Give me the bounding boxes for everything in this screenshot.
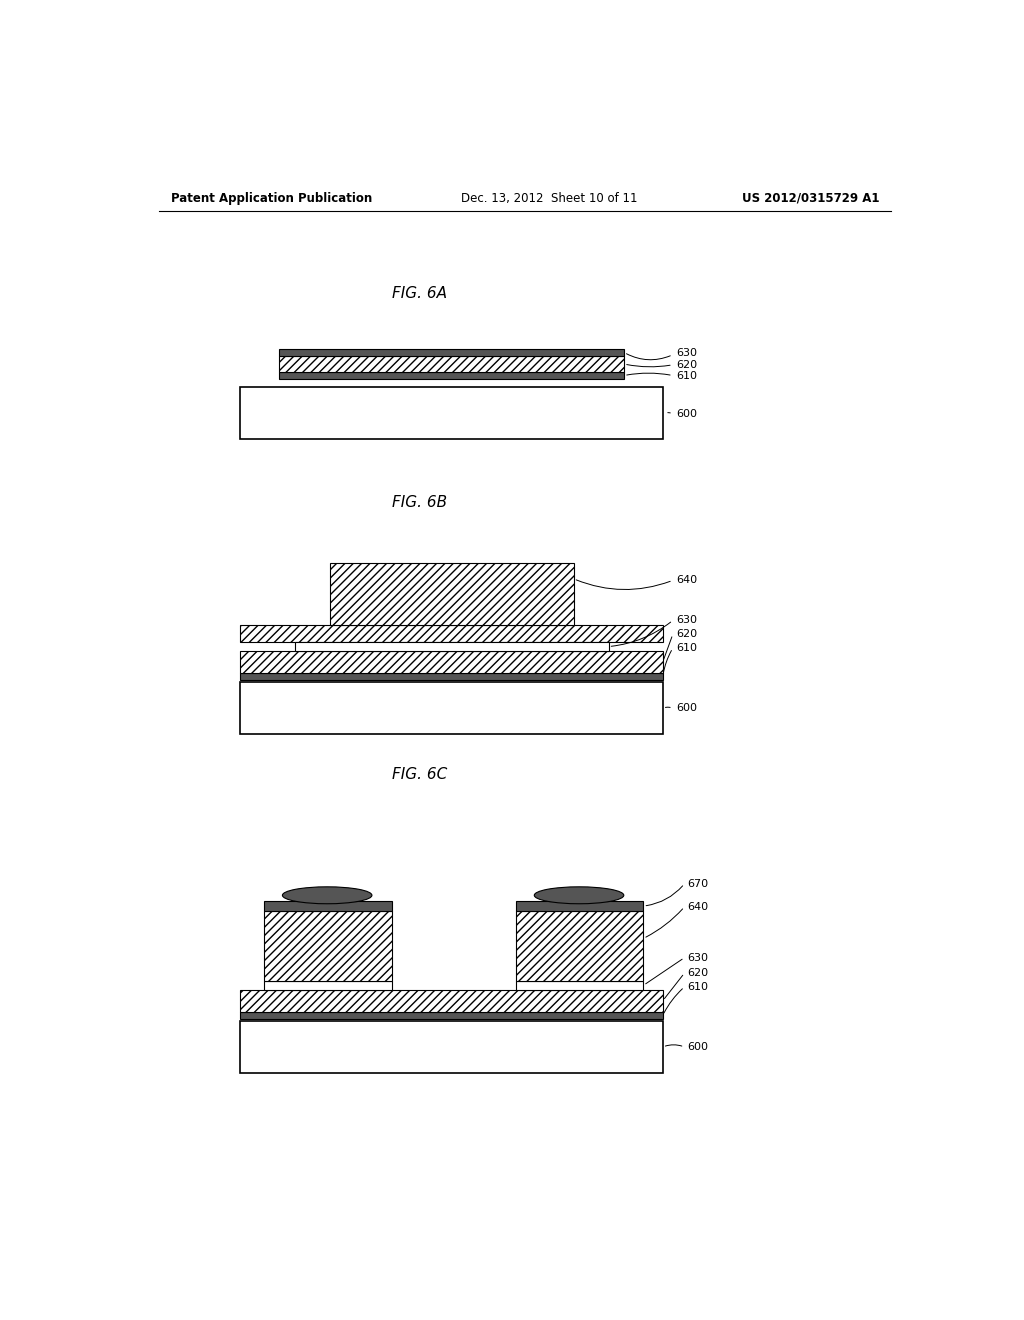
Text: 630: 630: [676, 615, 697, 626]
Text: US 2012/0315729 A1: US 2012/0315729 A1: [742, 191, 880, 205]
Bar: [263, 902, 391, 911]
Bar: [330, 564, 573, 626]
Text: 670: 670: [687, 879, 709, 888]
Bar: [515, 902, 643, 911]
Text: 640: 640: [687, 902, 709, 912]
Bar: [241, 673, 663, 681]
Bar: [295, 642, 608, 651]
Text: 630: 630: [676, 348, 697, 358]
Bar: [241, 1020, 663, 1073]
Bar: [241, 651, 663, 673]
Text: 620: 620: [687, 968, 709, 978]
Text: 600: 600: [676, 704, 697, 713]
Bar: [241, 682, 663, 734]
Text: FIG. 6B: FIG. 6B: [391, 495, 446, 510]
Text: FIG. 6C: FIG. 6C: [391, 767, 446, 781]
Bar: [280, 372, 624, 379]
Text: 600: 600: [676, 409, 697, 418]
Bar: [241, 387, 663, 440]
Ellipse shape: [535, 887, 624, 904]
Text: 640: 640: [676, 576, 697, 585]
Text: Patent Application Publication: Patent Application Publication: [171, 191, 372, 205]
Bar: [241, 990, 663, 1011]
Text: Dec. 13, 2012  Sheet 10 of 11: Dec. 13, 2012 Sheet 10 of 11: [461, 191, 638, 205]
Bar: [263, 911, 391, 981]
Text: 620: 620: [676, 630, 697, 639]
Bar: [515, 981, 643, 990]
Text: 610: 610: [687, 982, 709, 991]
Text: FIG. 6A: FIG. 6A: [391, 285, 446, 301]
Bar: [241, 626, 663, 642]
Text: 630: 630: [687, 953, 709, 962]
Text: 620: 620: [676, 360, 697, 370]
Ellipse shape: [283, 887, 372, 904]
Bar: [280, 350, 624, 355]
Bar: [515, 911, 643, 981]
Bar: [241, 1011, 663, 1019]
Bar: [280, 355, 624, 372]
Bar: [263, 981, 391, 990]
Text: 610: 610: [676, 371, 697, 380]
Text: 600: 600: [687, 1041, 709, 1052]
Text: 610: 610: [676, 643, 697, 653]
